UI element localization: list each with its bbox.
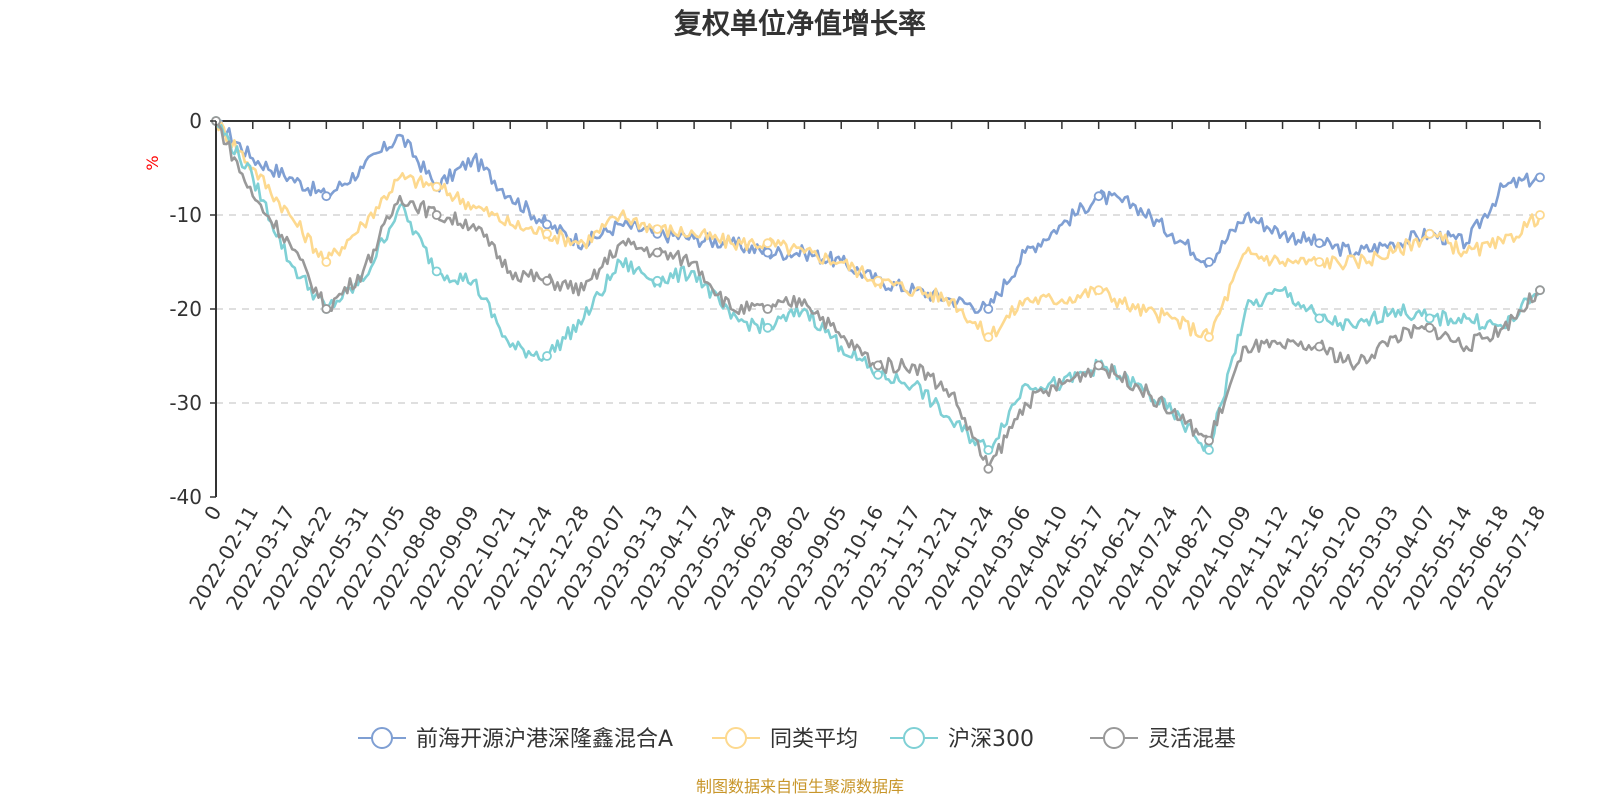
series-point [1204, 445, 1214, 455]
legend-label: 灵活混基 [1148, 727, 1236, 752]
series-point [983, 332, 994, 343]
series-point [762, 247, 773, 258]
series-point [1204, 257, 1214, 267]
legend[interactable]: 前海开源沪港深隆鑫混合A 同类平均 沪深300 灵活混基 [358, 727, 1236, 752]
legend-label: 沪深300 [948, 727, 1034, 752]
series-line [214, 120, 1542, 342]
series-point [1314, 341, 1325, 352]
series-point [652, 275, 663, 286]
series-point [1204, 332, 1214, 343]
series-point [1424, 322, 1435, 333]
legend-marker [371, 727, 393, 749]
series-point [321, 304, 332, 314]
y-tick-label: -30 [169, 391, 202, 415]
y-axis-ticks: 0 -10 -20 -30 -40 [169, 109, 216, 509]
series-point [1093, 191, 1104, 202]
series-point [652, 247, 663, 258]
y-tick-label: -10 [169, 203, 202, 227]
series-point [873, 275, 883, 286]
series-line [214, 120, 1540, 471]
series-point [321, 191, 332, 202]
series-point [1314, 238, 1325, 249]
series-point [1424, 228, 1435, 239]
series-point [762, 238, 773, 249]
series-point [431, 266, 442, 277]
series-point [1535, 210, 1545, 220]
y-axis-unit-label: % [143, 155, 162, 170]
series-line [214, 120, 1542, 454]
legend-marker [725, 727, 747, 749]
y-tick-label: -20 [169, 297, 202, 321]
series-point [1204, 435, 1214, 446]
series-point [983, 445, 994, 455]
series-point [1314, 257, 1325, 267]
series-point [321, 257, 332, 267]
series-point [873, 369, 883, 380]
y-tick-label: -40 [169, 485, 202, 509]
series-point [431, 210, 442, 220]
series-point [542, 351, 552, 361]
legend-marker [903, 727, 925, 749]
series-point [873, 360, 883, 371]
series-point [983, 304, 994, 314]
series-point [762, 304, 773, 314]
y-tick-label: 0 [189, 109, 202, 133]
series-point [542, 219, 552, 230]
series-point [1535, 285, 1545, 296]
series-point [983, 463, 994, 474]
series-point [431, 181, 442, 192]
legend-marker [1103, 727, 1125, 749]
series-point [542, 228, 552, 239]
series-point [542, 275, 552, 286]
series-point [762, 322, 773, 333]
x-tick-label: 0 [199, 502, 226, 525]
legend-label: 同类平均 [770, 727, 858, 752]
series-point [1093, 285, 1104, 296]
legend-label: 前海开源沪港深隆鑫混合A [416, 727, 673, 752]
series-point [1535, 172, 1545, 183]
series-point [1314, 313, 1325, 324]
series-point [1424, 313, 1435, 324]
series-point [652, 224, 663, 235]
series-lines [211, 116, 1545, 474]
chart-title: 复权单位净值增长率 [674, 7, 926, 40]
series-point [1093, 360, 1104, 371]
source-note: 制图数据来自恒生聚源数据库 [696, 777, 904, 796]
